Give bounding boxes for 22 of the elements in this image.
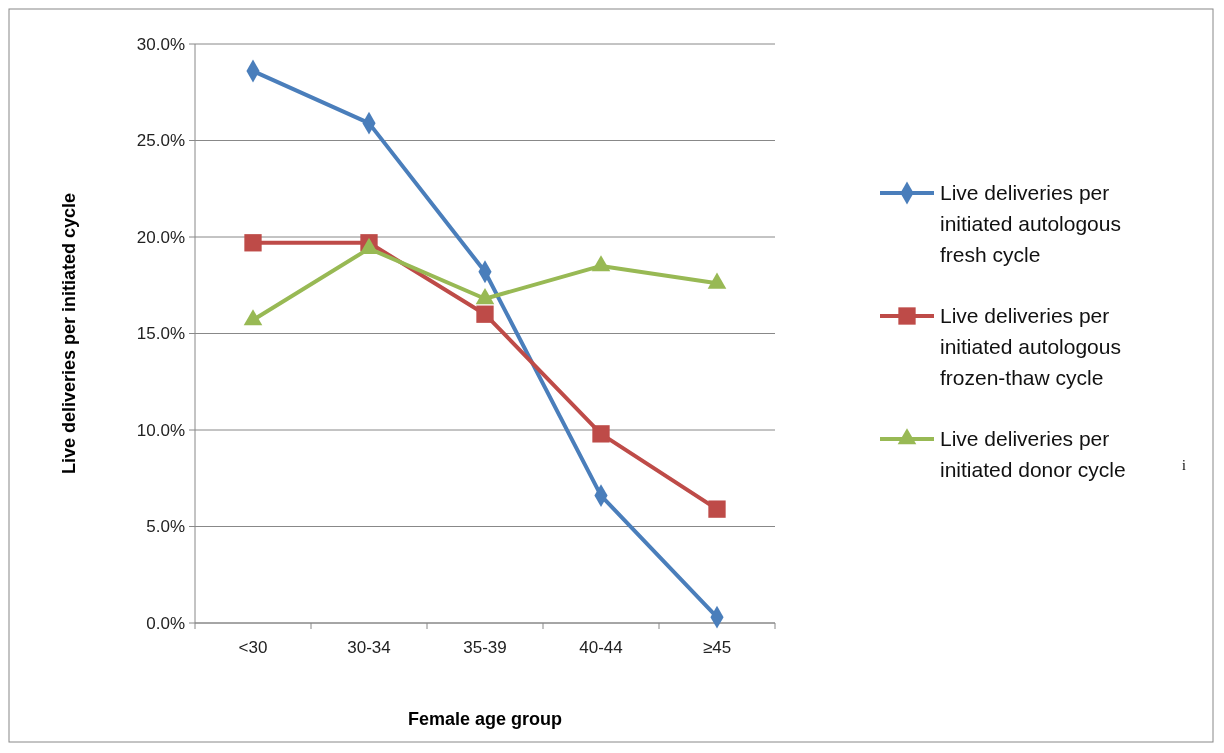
y-axis-title: Live deliveries per initiated cycle: [59, 192, 79, 475]
y-tick-label: 25.0%: [136, 131, 185, 151]
x-tick-label: <30: [238, 638, 268, 657]
text: i: [1182, 458, 1186, 473]
point: [592, 425, 610, 443]
x-tick-label: ≥45: [702, 638, 732, 657]
y-tick-label: 10.0%: [136, 420, 185, 440]
point: [244, 234, 262, 252]
point: [476, 305, 494, 323]
x-tick-label: 35-39: [463, 638, 507, 657]
legend-label: Live deliveries per initiated donor cycle: [940, 427, 1126, 482]
y-tick-label: 15.0%: [136, 324, 185, 344]
legend-label: Live deliveries per initiated autologous frozen-thaw cycle: [940, 304, 1121, 390]
x-tick-label: 40-44: [579, 638, 623, 657]
legend-label: Live deliveries per initiated autologous fresh cycle: [940, 181, 1121, 267]
y-tick-label: 0.0%: [146, 613, 185, 633]
x-tick-label: 30-34: [347, 638, 391, 657]
y-tick-label: 5.0%: [146, 517, 185, 537]
x-axis-title: Female age group: [407, 709, 563, 729]
y-tick-label: 20.0%: [136, 227, 185, 247]
y-tick-label: 30.0%: [136, 34, 185, 54]
point: [708, 500, 726, 518]
